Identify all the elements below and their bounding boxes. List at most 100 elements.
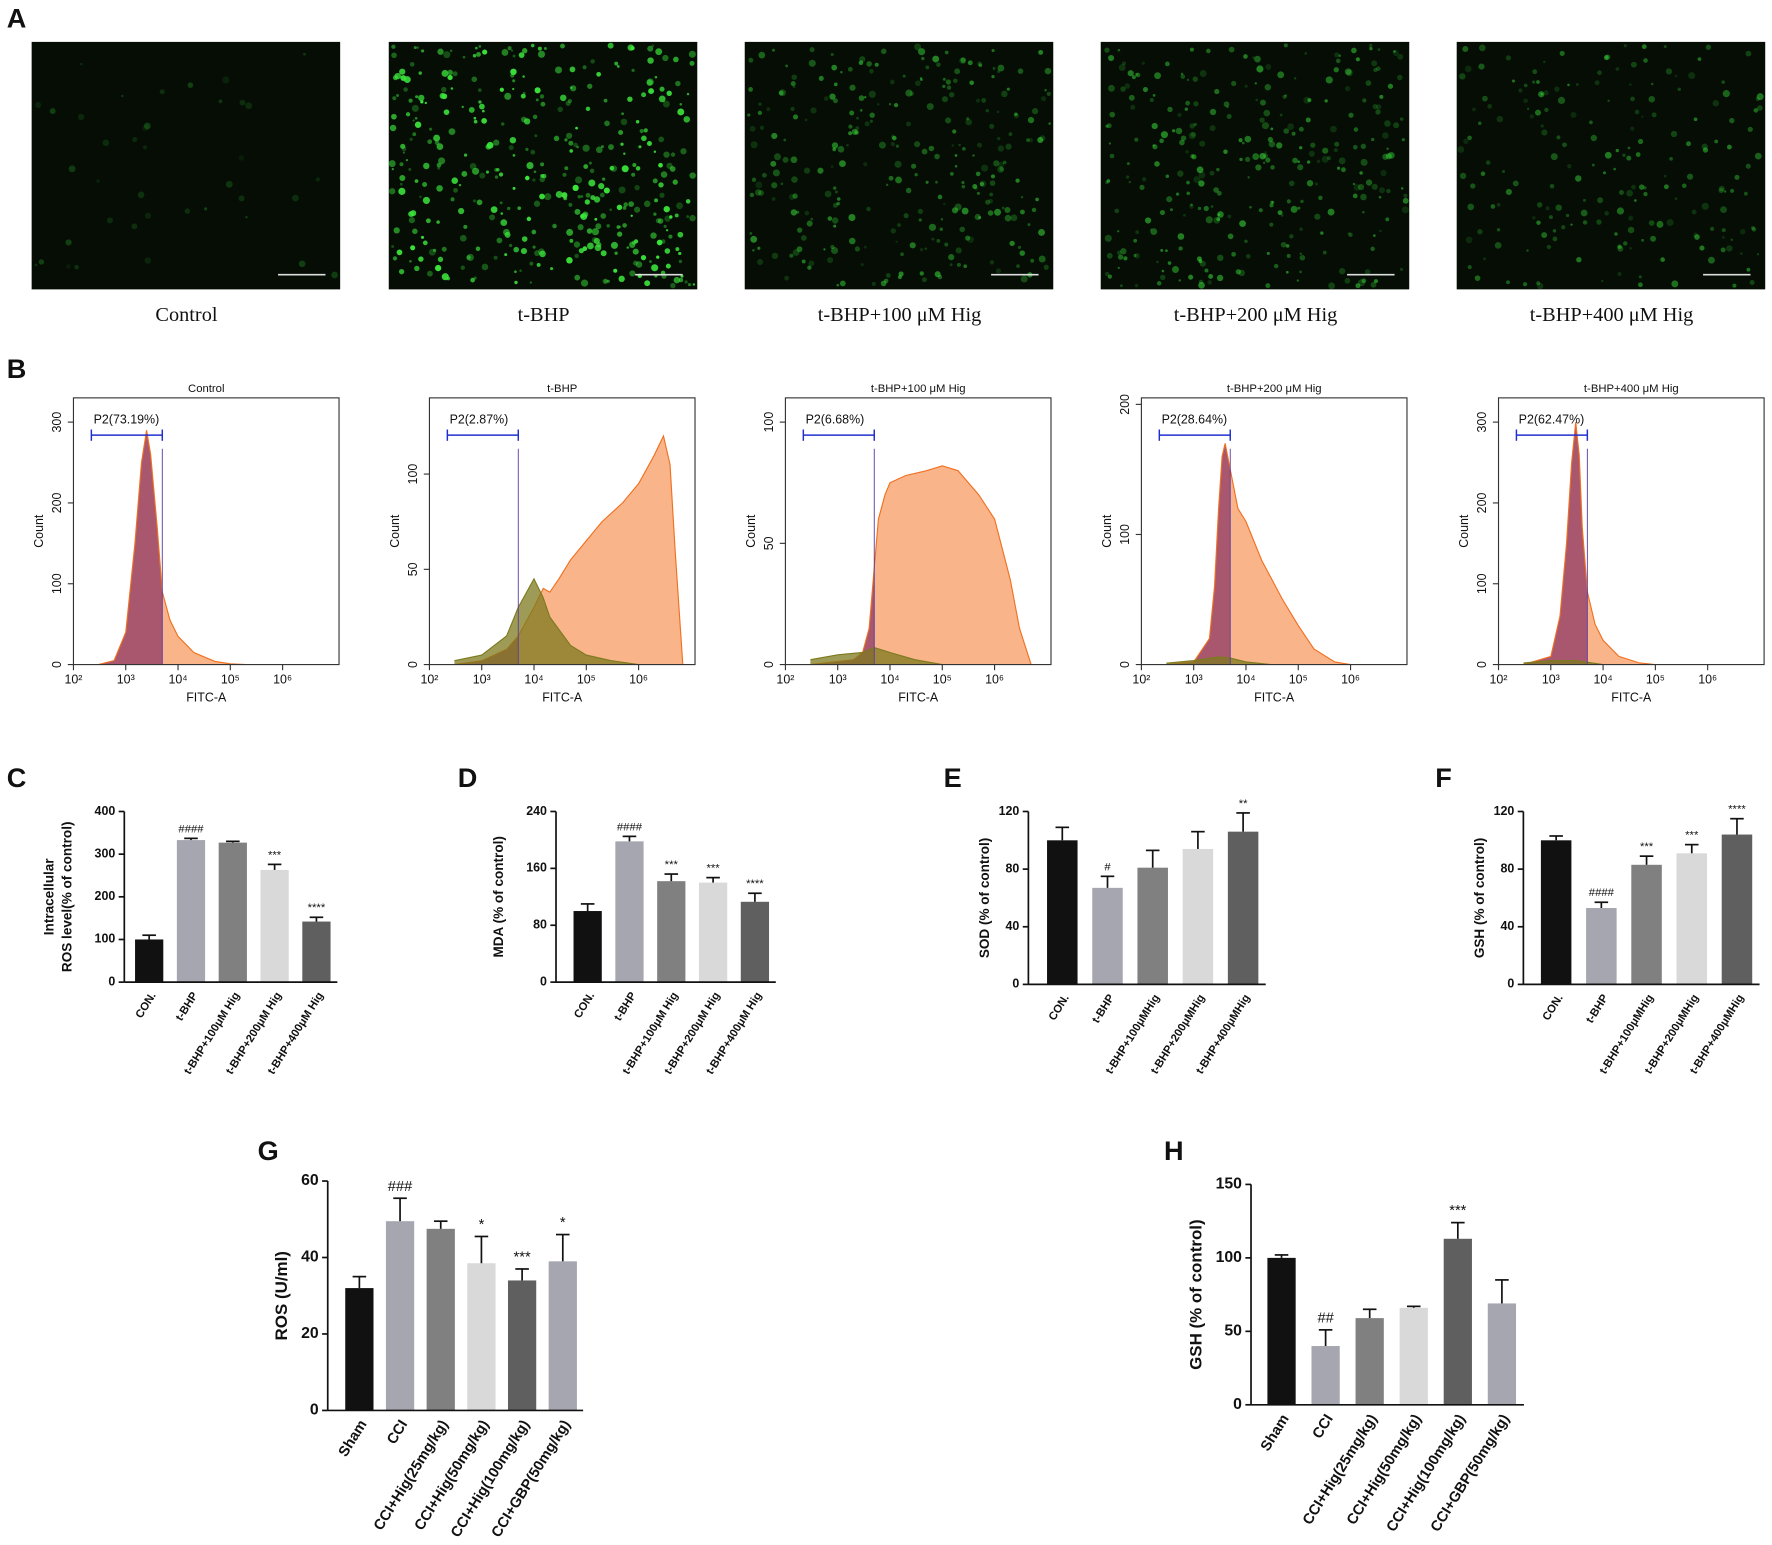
cell	[1167, 261, 1172, 265]
cell	[836, 197, 841, 201]
cell	[952, 129, 957, 134]
cell	[1651, 112, 1657, 118]
y-tick-label: 200	[1118, 394, 1132, 415]
cell	[1643, 58, 1648, 63]
cell	[1401, 206, 1409, 214]
cell	[858, 95, 865, 101]
cell	[80, 62, 83, 66]
cell	[1299, 252, 1303, 256]
line	[810, 465, 1032, 666]
cell	[851, 128, 858, 135]
cell	[893, 103, 899, 108]
cell	[414, 179, 419, 183]
y-tick-label: 50	[762, 536, 776, 550]
cell	[1038, 228, 1045, 236]
cell	[1388, 151, 1395, 159]
cell	[1165, 249, 1168, 252]
cell	[1393, 50, 1396, 53]
cell	[544, 193, 552, 201]
cell	[617, 231, 623, 237]
cell	[687, 282, 692, 287]
cell	[540, 162, 545, 167]
cell	[954, 68, 961, 75]
y-tick-label: 120	[999, 804, 1020, 818]
y-tick-label: 160	[526, 861, 547, 875]
cell	[1648, 95, 1655, 103]
y-tick-label: 50	[1224, 1323, 1242, 1340]
significance: ####	[178, 823, 204, 835]
cell	[954, 154, 958, 157]
cell	[1014, 112, 1018, 117]
cell	[1701, 202, 1709, 210]
cell	[1691, 209, 1697, 215]
cell	[408, 211, 414, 217]
cell	[976, 191, 980, 195]
cell	[422, 181, 428, 187]
cell	[1379, 229, 1382, 233]
cell	[1046, 91, 1051, 96]
cell	[423, 162, 430, 170]
cell	[292, 194, 299, 202]
cell	[1526, 249, 1529, 252]
cell	[889, 79, 895, 85]
x-tick-label: CCI+Hig(100mg/kg)	[1384, 1412, 1469, 1535]
cell	[924, 247, 927, 250]
cell	[1048, 122, 1051, 125]
cell	[509, 136, 517, 144]
cell	[414, 265, 420, 272]
cell	[1536, 80, 1540, 84]
cell	[1601, 279, 1604, 283]
cell	[1382, 153, 1389, 160]
cell	[1757, 105, 1763, 111]
y-tick-label: 240	[526, 804, 547, 818]
cell	[1247, 176, 1250, 179]
cell	[903, 213, 909, 219]
cell	[409, 61, 415, 67]
cell	[1285, 270, 1289, 274]
cell	[494, 167, 499, 172]
y-tick-label: 200	[95, 889, 116, 903]
cell	[1334, 141, 1340, 147]
cell	[635, 166, 641, 171]
cell	[1355, 57, 1360, 62]
cell	[1178, 246, 1183, 251]
x-axis-label: FITC-A	[542, 691, 583, 705]
cell	[418, 94, 425, 102]
cell	[534, 87, 541, 94]
cell	[692, 283, 696, 286]
cell	[102, 139, 110, 147]
cell	[864, 96, 867, 99]
cell	[1108, 84, 1115, 92]
cell	[1179, 139, 1185, 146]
cell	[627, 44, 634, 51]
cell	[1548, 215, 1553, 220]
cell	[762, 172, 767, 178]
cell	[331, 271, 338, 279]
cell	[1694, 234, 1700, 240]
cell	[1357, 184, 1365, 191]
cell	[1643, 186, 1647, 190]
cell	[663, 151, 670, 158]
cell	[561, 192, 568, 199]
cell	[883, 278, 889, 284]
cell	[392, 256, 398, 261]
significance: ***	[706, 863, 720, 875]
cell	[989, 192, 994, 197]
cell	[900, 252, 904, 257]
cell	[1299, 270, 1302, 274]
cell	[860, 109, 863, 112]
cell	[937, 194, 943, 200]
bar	[740, 901, 770, 983]
line	[1166, 443, 1351, 666]
cell	[1474, 275, 1481, 281]
cell	[1020, 209, 1025, 215]
cell	[892, 135, 897, 141]
panel-label: E	[944, 762, 962, 793]
cell	[1660, 257, 1665, 262]
cell	[1344, 85, 1351, 92]
cell	[1152, 93, 1156, 97]
cell	[1217, 254, 1224, 262]
significance: **	[1239, 798, 1248, 810]
cell	[632, 162, 637, 168]
cell	[985, 109, 989, 113]
